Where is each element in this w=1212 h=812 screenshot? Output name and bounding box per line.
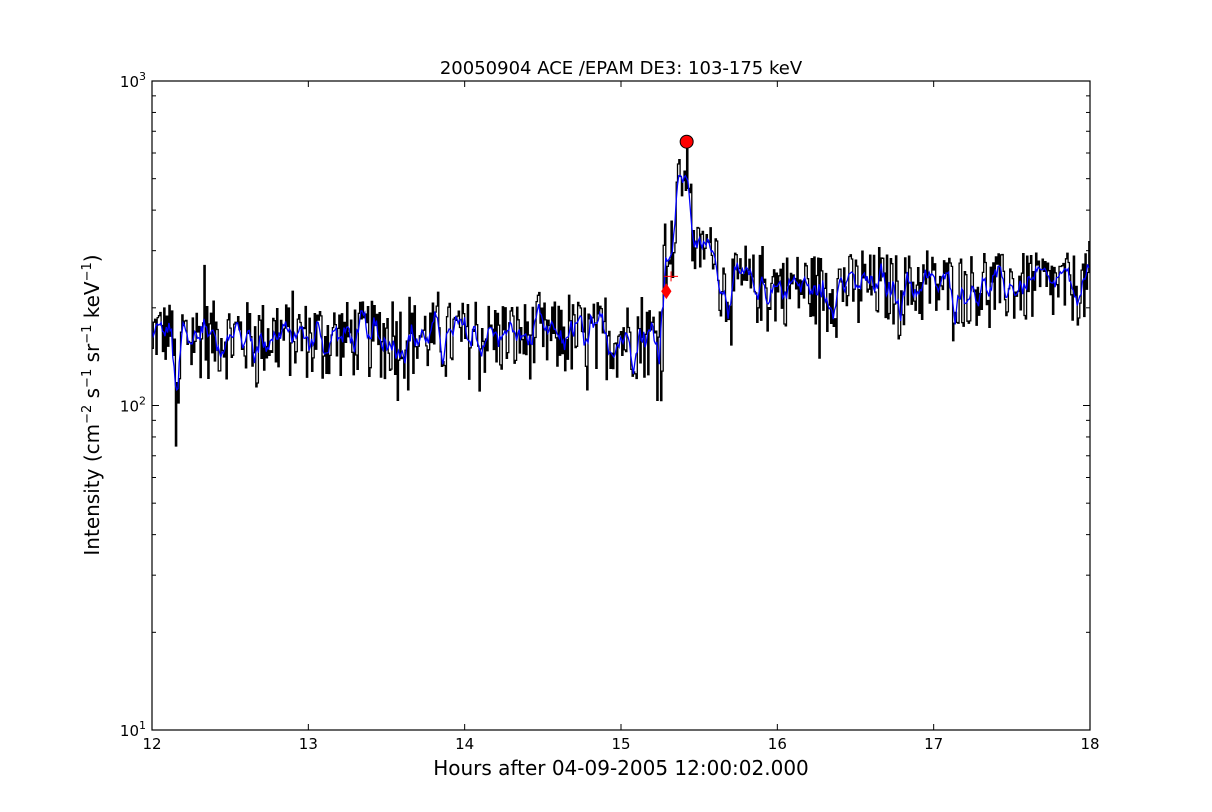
onset-marker — [661, 283, 672, 300]
tick-layer: 12 13 14 15 16 17 18 101 102 103 — [120, 70, 1100, 753]
y-axis-title: Intensity (cm−2 s−1 sr−1 keV−1) — [80, 254, 104, 555]
y-axis-title-exp2: −1 — [80, 369, 95, 388]
x-tick-label: 18 — [1080, 735, 1099, 753]
series-smoothed-intensity — [151, 174, 1090, 392]
data-layer — [151, 147, 1090, 447]
marker-layer — [661, 134, 694, 300]
chart-title: 20050904 ACE /EPAM DE3: 103-175 keV — [440, 58, 803, 79]
x-tick-label: 12 — [142, 735, 161, 753]
y-axis-title-base: Intensity (cm — [80, 424, 104, 556]
y-axis-title-exp1: −2 — [80, 405, 95, 424]
plot-area — [152, 81, 1090, 730]
y-axis-title-exp4: −1 — [80, 262, 95, 281]
y-axis-title-close: ) — [80, 254, 104, 262]
x-tick-label: 14 — [455, 735, 474, 753]
peak-marker — [679, 134, 694, 149]
x-axis-title: Hours after 04-09-2005 12:00:02.000 — [433, 756, 809, 780]
x-tick-label: 16 — [768, 735, 787, 753]
series-raw-intensity — [152, 147, 1090, 447]
y-axis-title-sr: sr — [80, 343, 104, 369]
y-tick-label: 101 — [120, 719, 146, 740]
y-tick-label: 103 — [120, 70, 146, 91]
y-tick-label: 102 — [120, 395, 146, 416]
x-tick-label: 15 — [611, 735, 630, 753]
x-tick-label: 13 — [299, 735, 318, 753]
x-tick-label: 17 — [924, 735, 943, 753]
y-axis-title-s: s — [80, 388, 104, 405]
y-axis-title-exp3: −1 — [80, 325, 95, 344]
y-axis-title-kev: keV — [80, 281, 104, 325]
